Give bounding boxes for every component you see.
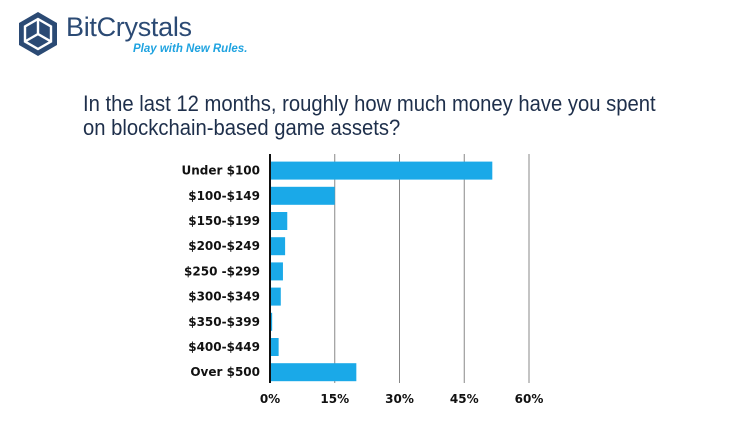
bar-4: [270, 262, 283, 281]
x-tick-label-0: 0%: [260, 392, 280, 406]
category-label-1: $100-$149: [188, 189, 260, 203]
bar-6: [270, 312, 273, 331]
category-label-3: $200-$249: [188, 239, 260, 253]
x-tick-label-30: 30%: [385, 392, 414, 406]
x-tick-label-45: 45%: [450, 392, 479, 406]
category-label-2: $150-$199: [188, 214, 260, 228]
category-label-0: Under $100: [181, 164, 260, 178]
crystal-logo-icon: [19, 12, 57, 56]
brand-name: BitCrystals: [66, 12, 192, 42]
bar-2: [270, 212, 288, 230]
category-label-5: $300-$349: [188, 290, 260, 304]
bar-8: [270, 363, 357, 382]
bar-7: [270, 338, 279, 356]
bar-0: [270, 161, 493, 180]
survey-question: In the last 12 months, roughly how much …: [83, 91, 656, 140]
category-label-7: $400-$449: [188, 340, 260, 354]
x-tick-label-60: 60%: [515, 392, 544, 406]
x-tick-label-15: 15%: [320, 392, 349, 406]
bitcrystals-logo: BitCrystals Play with New Rules.: [14, 10, 254, 60]
category-label-8: Over $500: [190, 365, 260, 379]
bar-5: [270, 287, 281, 306]
bar-3: [270, 237, 286, 256]
category-label-6: $350-$399: [188, 315, 260, 329]
bar-1: [270, 186, 335, 205]
brand-tagline: Play with New Rules.: [133, 43, 248, 55]
category-label-4: $250 -$299: [184, 264, 260, 278]
